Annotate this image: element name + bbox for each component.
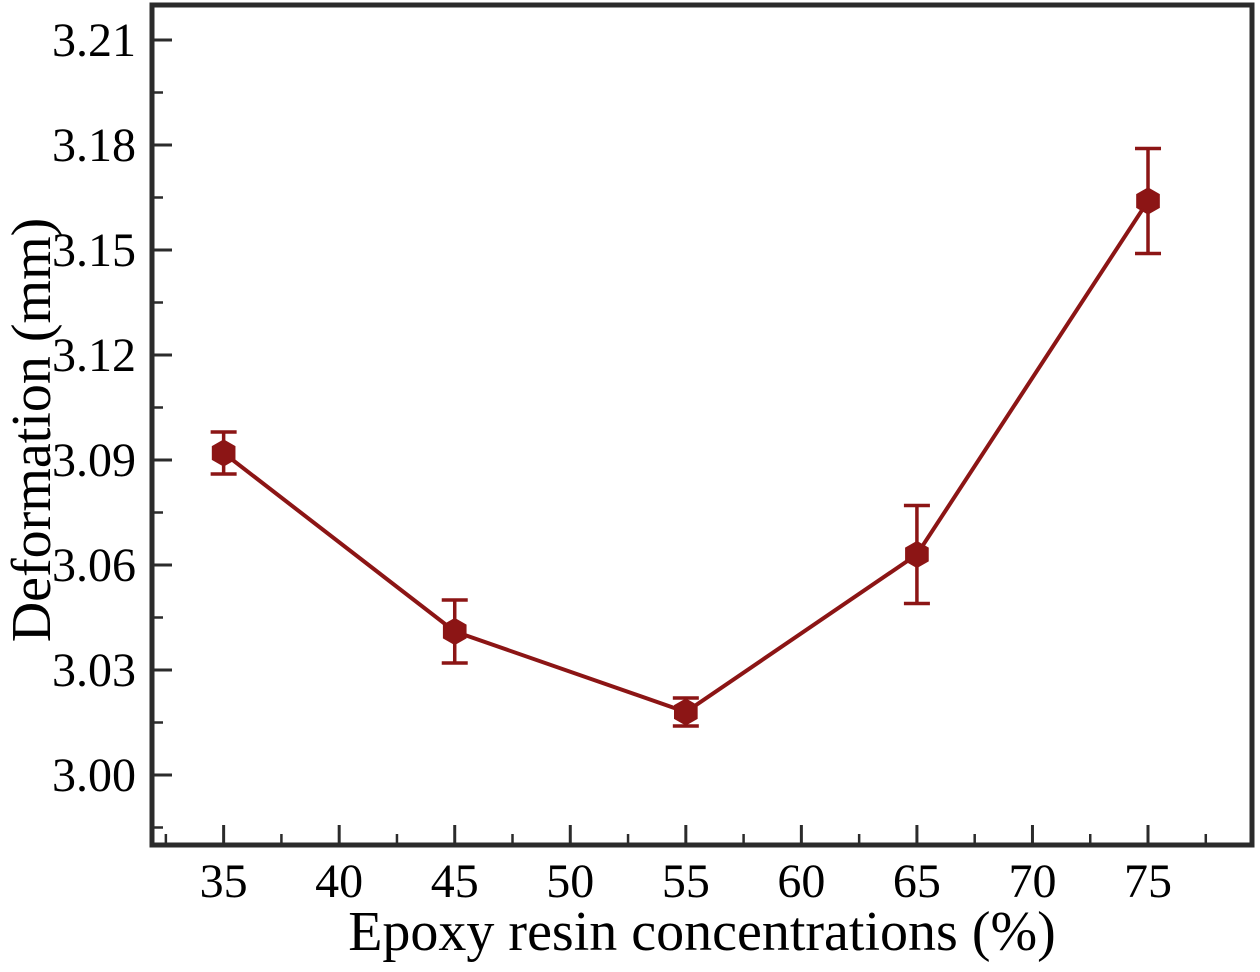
- x-tick-label: 45: [431, 855, 479, 908]
- x-tick-label: 55: [662, 855, 710, 908]
- data-point-marker: [1136, 187, 1160, 215]
- x-tick-label: 40: [315, 855, 363, 908]
- x-tick-label: 35: [200, 855, 248, 908]
- data-point-marker: [673, 698, 698, 726]
- x-tick-label: 75: [1124, 855, 1172, 908]
- y-tick-label: 3.12: [52, 329, 136, 382]
- x-tick-label: 60: [777, 855, 825, 908]
- y-axis-title: Deformation (mm): [1, 218, 63, 643]
- y-tick-label: 3.15: [52, 224, 136, 277]
- y-tick-label: 3.03: [52, 644, 136, 697]
- data-point-marker: [905, 540, 929, 569]
- y-tick-label: 3.18: [52, 119, 136, 172]
- y-tick-label: 3.09: [52, 434, 136, 487]
- x-tick-label: 50: [546, 855, 594, 908]
- data-point-marker: [442, 617, 467, 646]
- y-tick-label: 3.06: [52, 539, 136, 592]
- x-axis-title: Epoxy resin concentrations (%): [348, 901, 1056, 963]
- y-tick-label: 3.21: [52, 14, 136, 67]
- x-tick-label: 65: [893, 855, 941, 908]
- y-tick-label: 3.00: [52, 749, 136, 802]
- axes-layer: 3.00 3.03 3.06 3.09 3.12 3.15 3.18 3.21 35 40 45 50…: [52, 14, 1208, 908]
- x-tick-label: 70: [1008, 855, 1056, 908]
- data-series-layer: [210, 146, 1162, 728]
- plot-frame: [149, 2, 1255, 848]
- data-point-marker: [211, 439, 236, 467]
- series-line: [222, 199, 1150, 715]
